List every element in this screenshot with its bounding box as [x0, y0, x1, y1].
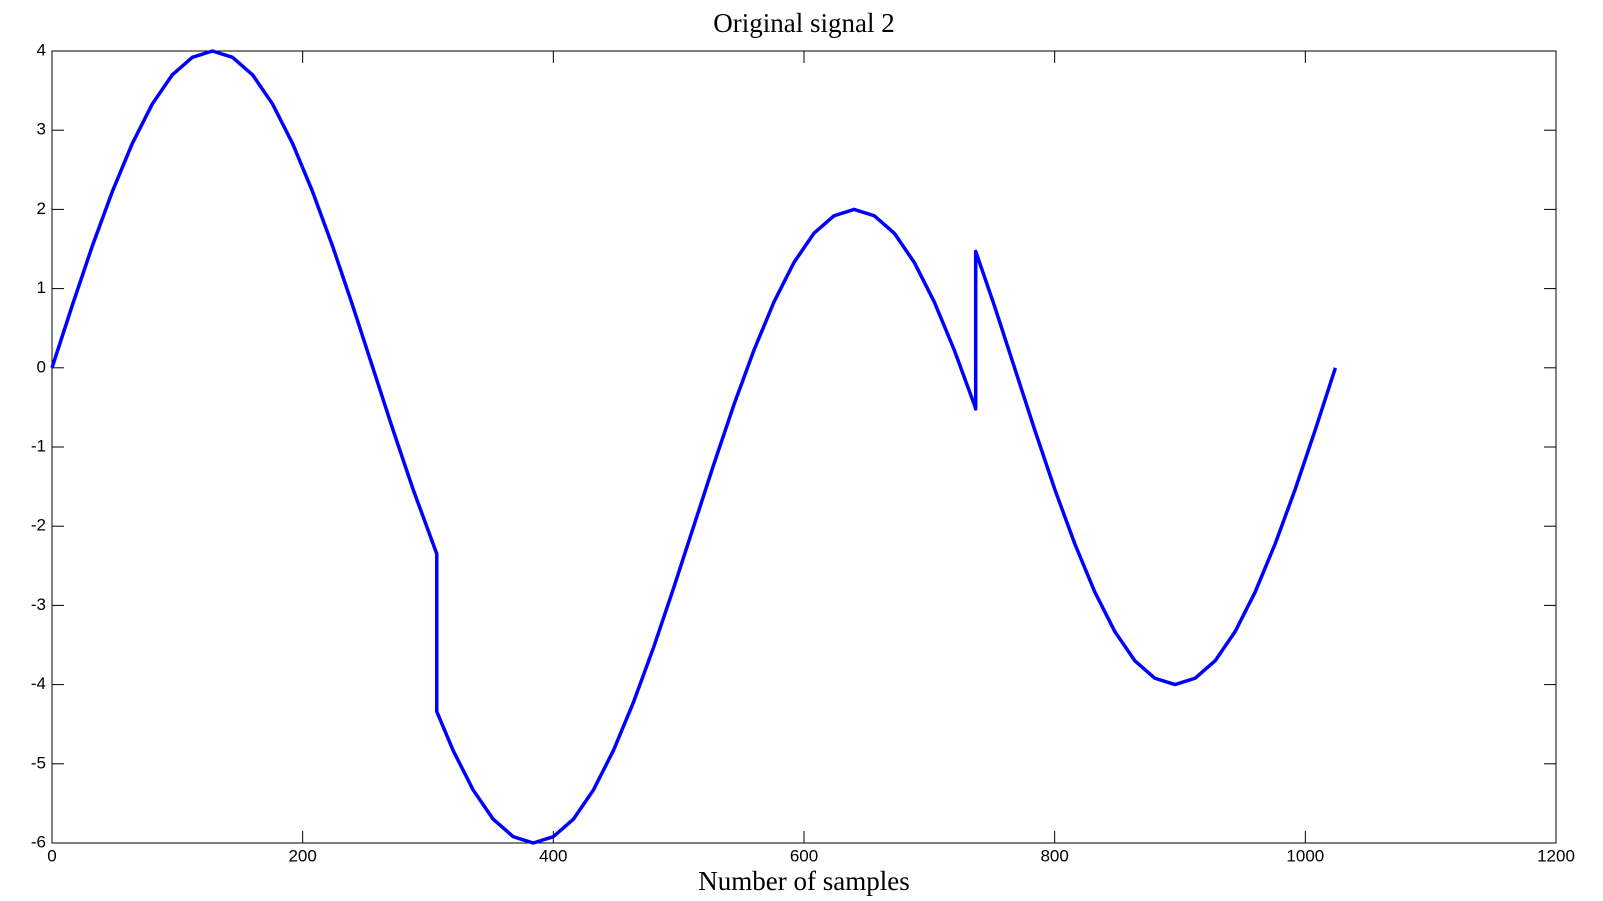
y-tick-label: 4 — [37, 40, 46, 59]
signal-line — [50, 49, 1338, 845]
y-tick-label: -5 — [31, 753, 46, 772]
y-tick-label: 3 — [37, 120, 46, 139]
x-tick-label: 600 — [790, 846, 818, 865]
y-tick-label: -2 — [31, 516, 46, 535]
x-tick-label: 400 — [539, 846, 567, 865]
y-tick-label: 0 — [37, 357, 46, 376]
y-tick-label: 1 — [37, 278, 46, 297]
y-tick-label: -3 — [31, 595, 46, 614]
y-tick-label: -6 — [31, 832, 46, 851]
chart-title: Original signal 2 — [713, 8, 894, 38]
x-axis-label: Number of samples — [698, 866, 909, 896]
x-tick-label: 200 — [288, 846, 316, 865]
x-tick-label: 1000 — [1286, 846, 1324, 865]
y-tick-label: -4 — [31, 674, 46, 693]
x-tick-label: 800 — [1040, 846, 1068, 865]
y-tick-label: 2 — [37, 199, 46, 218]
x-tick-label: 1200 — [1537, 846, 1575, 865]
x-tick-label: 0 — [47, 846, 56, 865]
y-tick-label: -1 — [31, 436, 46, 455]
